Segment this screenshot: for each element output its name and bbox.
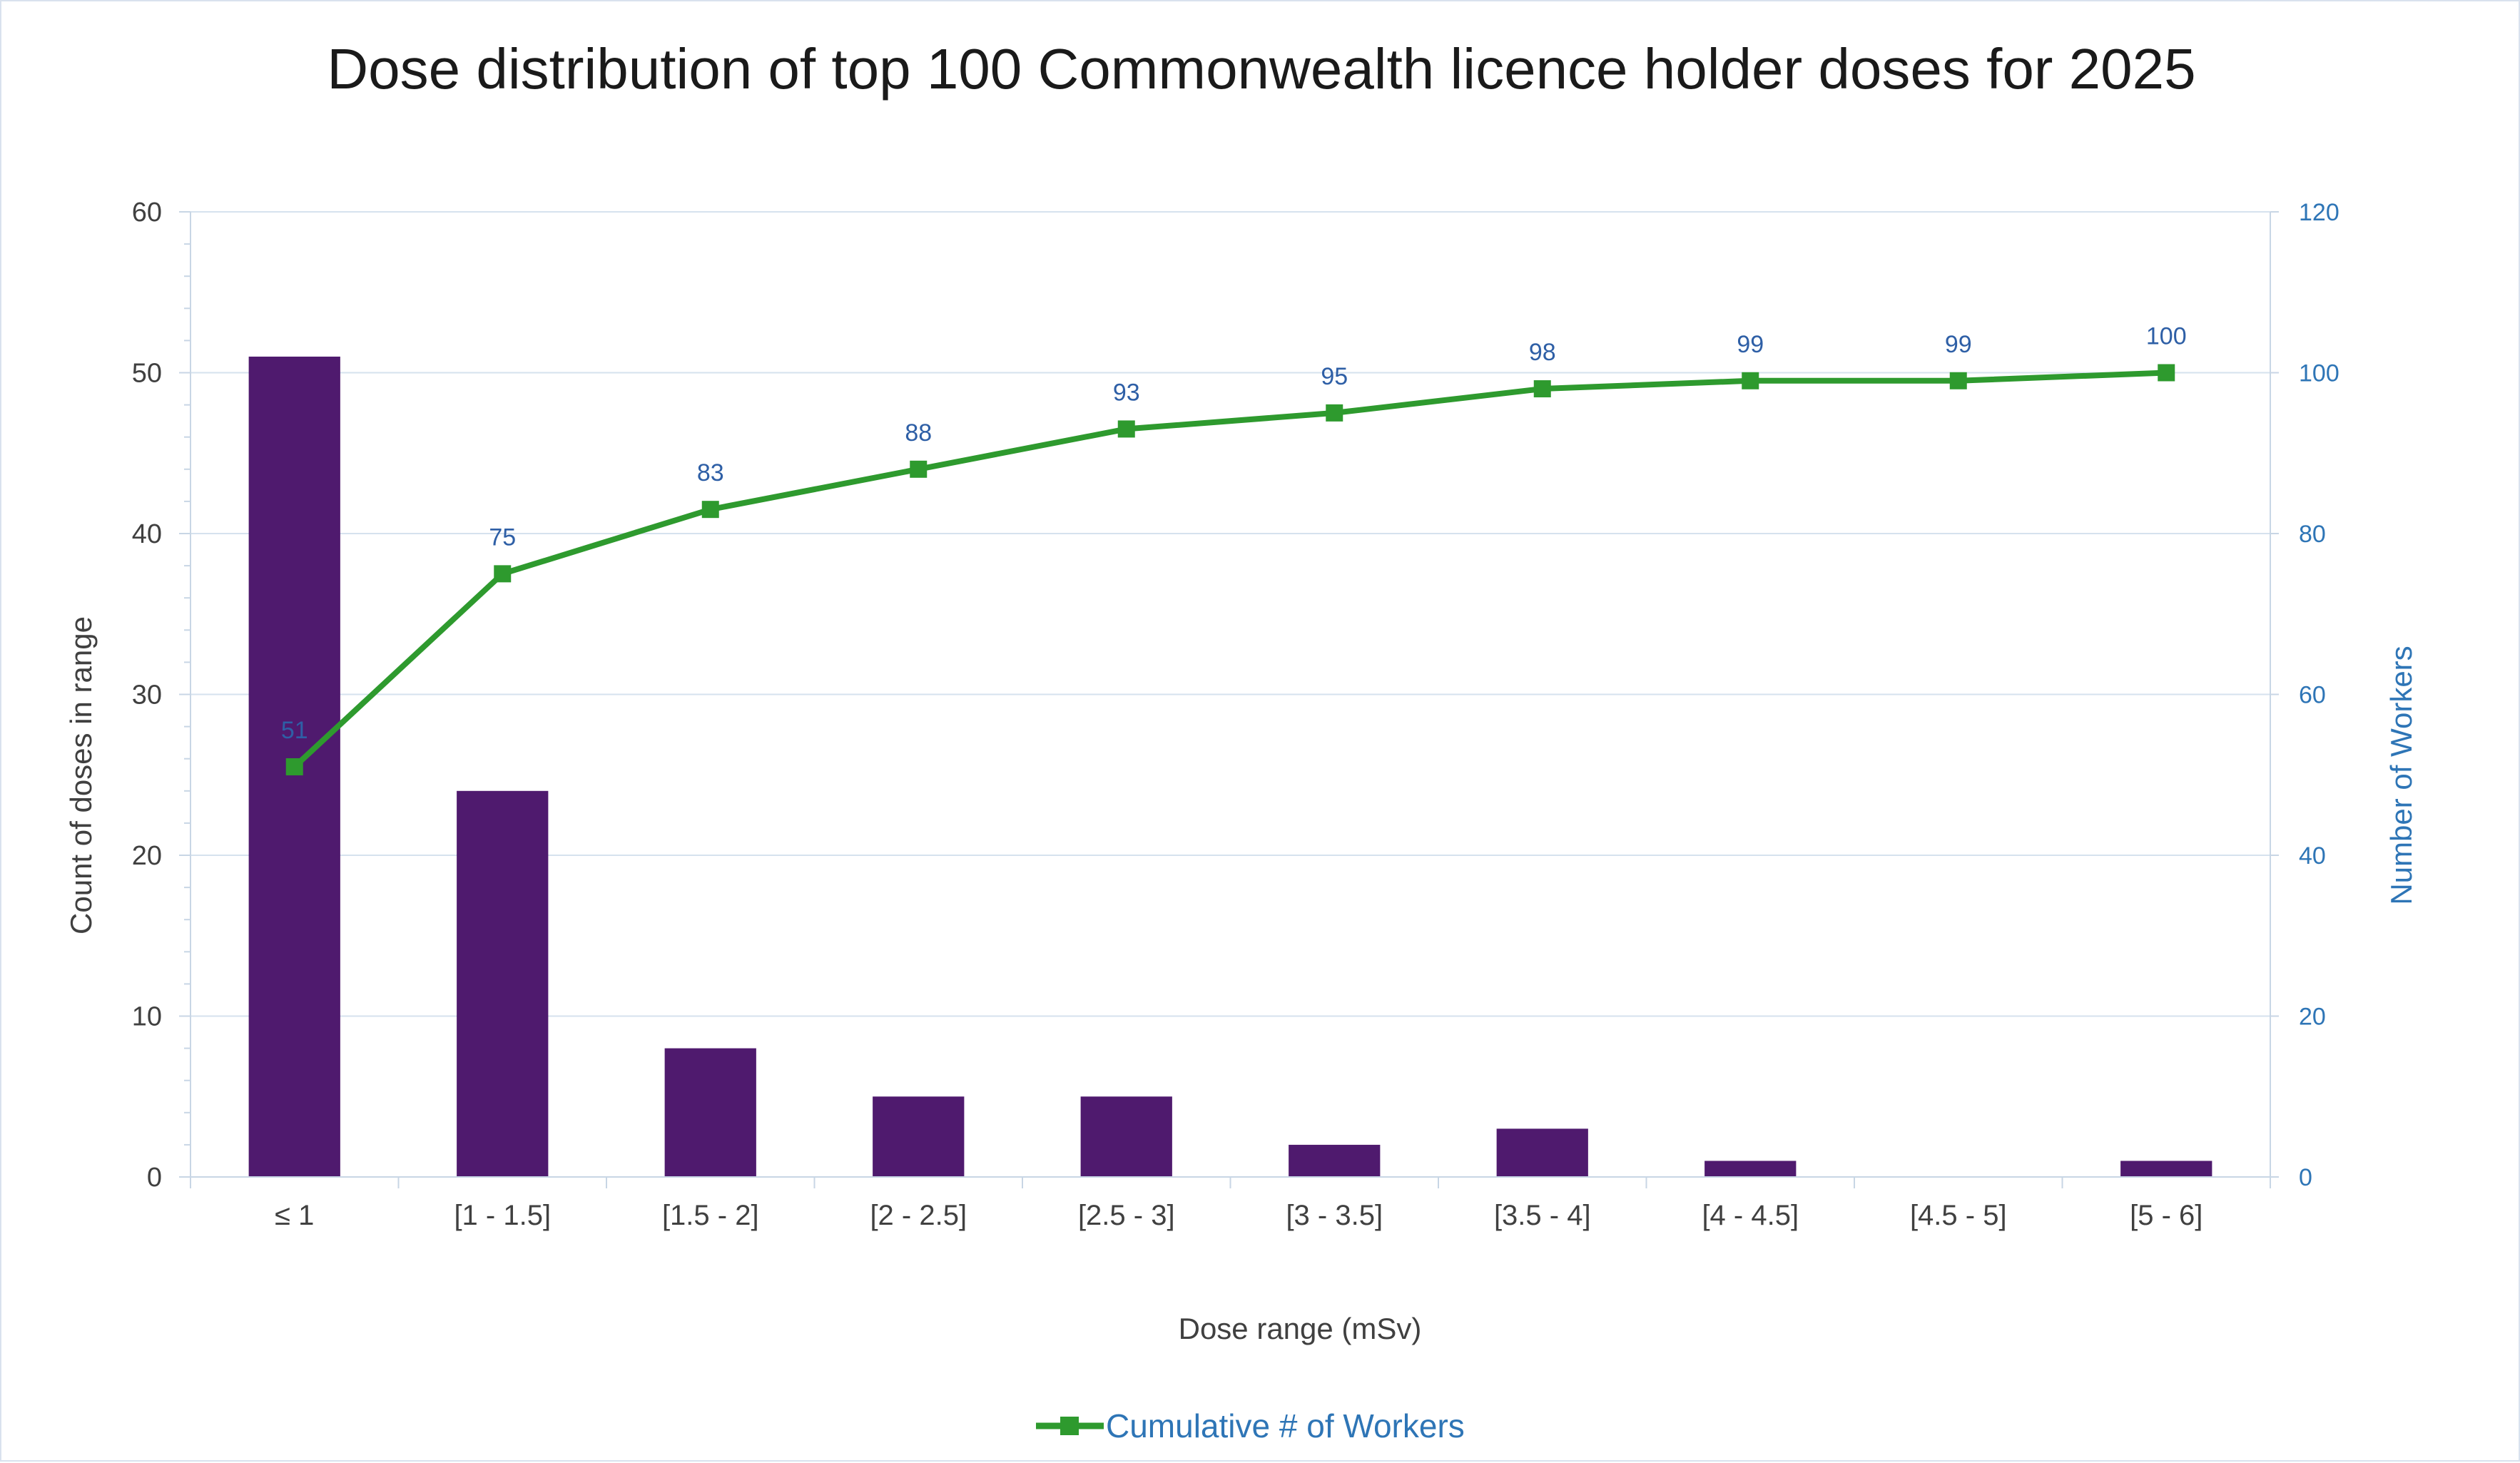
y-tick-label: 10 <box>132 1002 162 1032</box>
y-tick-label: 40 <box>132 519 162 549</box>
cumulative-line-series <box>285 364 2175 775</box>
x-tick-label: [2.5 - 3] <box>1078 1200 1175 1231</box>
x-tick-label: [5 - 6] <box>2130 1200 2203 1231</box>
data-label: 99 <box>1737 331 1764 358</box>
legend-label: Cumulative # of Workers <box>1106 1407 1465 1444</box>
data-label: 75 <box>489 524 516 551</box>
line-marker <box>1117 420 1135 438</box>
cumulative-line <box>293 369 2167 769</box>
data-label: 98 <box>1529 339 1556 366</box>
chart-title: Dose distribution of top 100 Commonwealt… <box>327 37 2195 101</box>
line-marker <box>1949 372 1967 389</box>
line-marker <box>910 460 928 478</box>
line-marker <box>2158 364 2175 382</box>
line-marker <box>494 565 512 583</box>
line-marker <box>1742 372 1759 389</box>
bar <box>1289 1144 1381 1177</box>
x-tick-label: [3 - 3.5] <box>1286 1200 1383 1231</box>
bar <box>457 790 549 1177</box>
line-marker <box>1326 404 1343 422</box>
bar <box>1496 1128 1588 1177</box>
data-label: 88 <box>905 419 932 447</box>
x-tick-label: [4.5 - 5] <box>1910 1200 2007 1231</box>
x-axis-title: Dose range (mSv) <box>1179 1312 1422 1345</box>
legend: Cumulative # of Workers <box>1036 1407 1465 1444</box>
axes: 0 10 20 30 40 50 60 0 20 40 60 80 100 120 ≤ 1 [1 - 1.5]… <box>132 198 2339 1231</box>
data-label: 93 <box>1113 379 1140 406</box>
line-marker <box>701 501 719 519</box>
y2-tick-label: 100 <box>2299 360 2339 387</box>
bar-series <box>248 356 2212 1178</box>
x-tick-label: [2 - 2.5] <box>870 1200 967 1231</box>
legend-marker-swatch <box>1060 1417 1079 1435</box>
data-label: 99 <box>1945 331 1972 358</box>
y-tick-label: 30 <box>132 680 162 710</box>
data-labels: 51 75 83 88 93 95 98 99 99 100 <box>281 323 2187 744</box>
bar <box>1704 1161 1797 1177</box>
line-marker <box>285 758 303 775</box>
bar <box>664 1048 756 1177</box>
data-label: 95 <box>1321 363 1348 390</box>
x-tick-label: [1 - 1.5] <box>454 1200 551 1231</box>
y-axis-title: Count of doses in range <box>64 616 98 934</box>
y-tick-label: 50 <box>132 359 162 389</box>
y2-tick-label: 0 <box>2299 1164 2312 1191</box>
y2-tick-label: 40 <box>2299 842 2326 870</box>
bar <box>873 1096 965 1177</box>
bar <box>2120 1161 2212 1177</box>
data-label: 100 <box>2146 323 2187 350</box>
y2-tick-label: 60 <box>2299 682 2326 709</box>
data-label: 83 <box>697 459 724 486</box>
line-marker <box>1533 380 1551 398</box>
y2-axis-title: Number of Workers <box>2384 646 2418 904</box>
x-tick-label: [1.5 - 2] <box>662 1200 759 1231</box>
y-tick-label: 60 <box>132 198 162 228</box>
y2-tick-label: 120 <box>2299 199 2339 226</box>
data-label: 51 <box>281 717 308 744</box>
bar <box>1080 1096 1172 1177</box>
x-tick-label: [4 - 4.5] <box>1702 1200 1799 1231</box>
x-tick-label: ≤ 1 <box>275 1200 314 1231</box>
y2-tick-label: 20 <box>2299 1004 2326 1031</box>
y-tick-label: 20 <box>132 841 162 871</box>
y-tick-label: 0 <box>147 1163 162 1193</box>
y2-tick-label: 80 <box>2299 521 2326 548</box>
x-tick-label: [3.5 - 4] <box>1494 1200 1591 1231</box>
